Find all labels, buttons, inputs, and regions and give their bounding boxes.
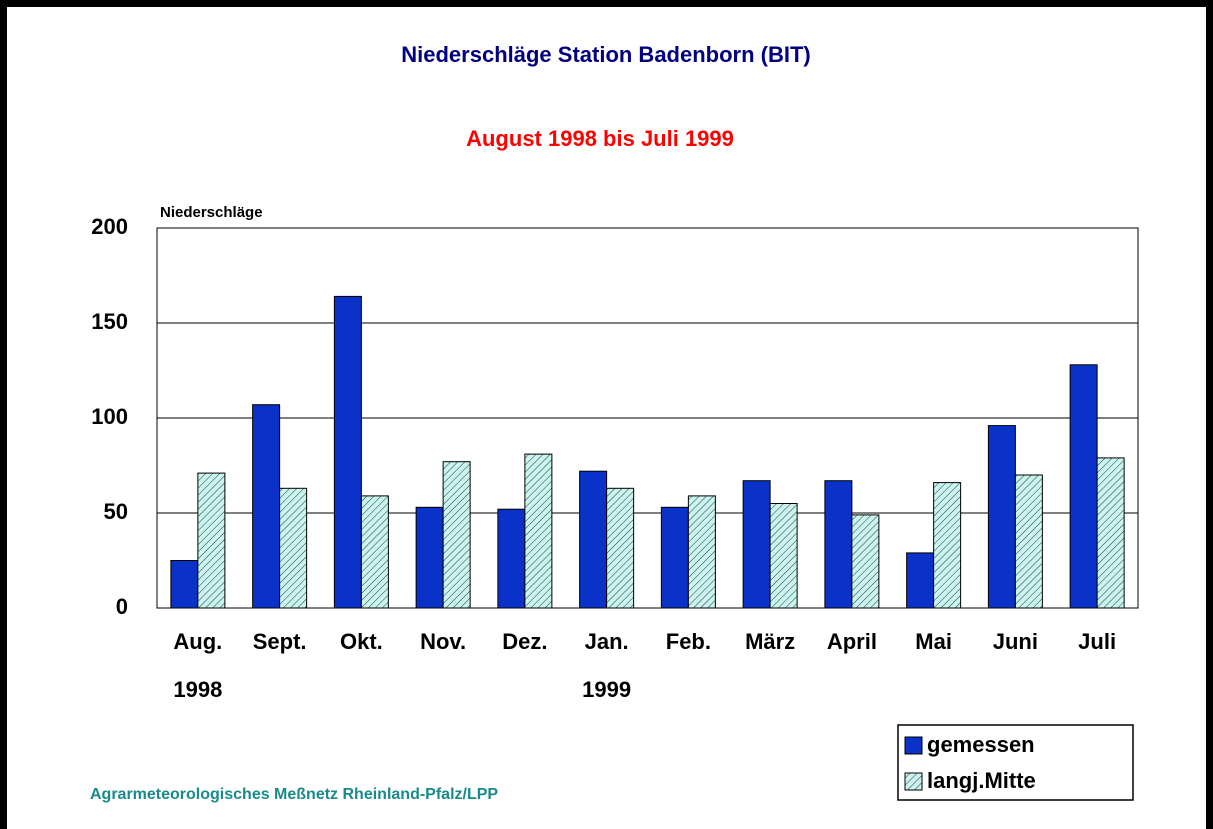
y-tick-label: 150 (91, 309, 128, 334)
bar (170, 560, 199, 609)
bar (933, 482, 962, 609)
bar (415, 506, 444, 609)
x-tick-label: Nov. (420, 629, 466, 654)
bar (1069, 364, 1098, 609)
chart-title: Niederschläge Station Badenborn (BIT) (401, 42, 811, 67)
x-tick-label: März (745, 629, 795, 654)
x-year-label: 1998 (173, 677, 222, 702)
frame-top (0, 0, 1213, 7)
legend-swatch (904, 736, 923, 755)
bar (252, 404, 281, 609)
bar (851, 514, 880, 609)
bar (606, 487, 635, 609)
legend-box (897, 724, 1134, 801)
x-tick-label: Sept. (253, 629, 307, 654)
x-tick-label: Juni (993, 629, 1038, 654)
bar (360, 495, 389, 609)
bar (579, 470, 608, 609)
x-tick-label: Jan. (585, 629, 629, 654)
y-tick-label: 100 (91, 404, 128, 429)
y-tick-label: 50 (104, 499, 128, 524)
plot-area (156, 227, 1139, 609)
bar (524, 453, 553, 609)
bar (1014, 474, 1043, 609)
bar (1096, 457, 1125, 609)
bar (497, 508, 526, 609)
x-tick-label: Dez. (502, 629, 547, 654)
frame-left (0, 0, 7, 829)
x-tick-label: Feb. (666, 629, 711, 654)
bar (906, 552, 935, 609)
bar (279, 487, 308, 609)
chart-subtitle: August 1998 bis Juli 1999 (466, 126, 734, 151)
y-tick-label: 200 (91, 214, 128, 239)
legend-label: gemessen (927, 732, 1035, 757)
bar (660, 506, 689, 609)
legend-swatch (904, 772, 923, 791)
x-year-label: 1999 (582, 677, 631, 702)
bar (197, 472, 226, 609)
bar (742, 480, 771, 609)
bar (987, 425, 1016, 609)
x-tick-label: Okt. (340, 629, 383, 654)
bar (769, 503, 798, 609)
footer: Agrarmeteorologisches Meßnetz Rheinland-… (90, 786, 498, 803)
x-tick-label: Mai (915, 629, 952, 654)
frame-right (1206, 0, 1213, 829)
bar (687, 495, 716, 609)
bar (824, 480, 853, 609)
y-tick-label: 0 (116, 594, 128, 619)
x-tick-label: Aug. (173, 629, 222, 654)
bar (442, 461, 471, 609)
legend-label: langj.Mitte (927, 768, 1036, 793)
x-tick-label: April (827, 629, 877, 654)
x-tick-label: Juli (1078, 629, 1116, 654)
y-axis-label: Niederschläge (160, 204, 263, 221)
bar (333, 295, 362, 609)
